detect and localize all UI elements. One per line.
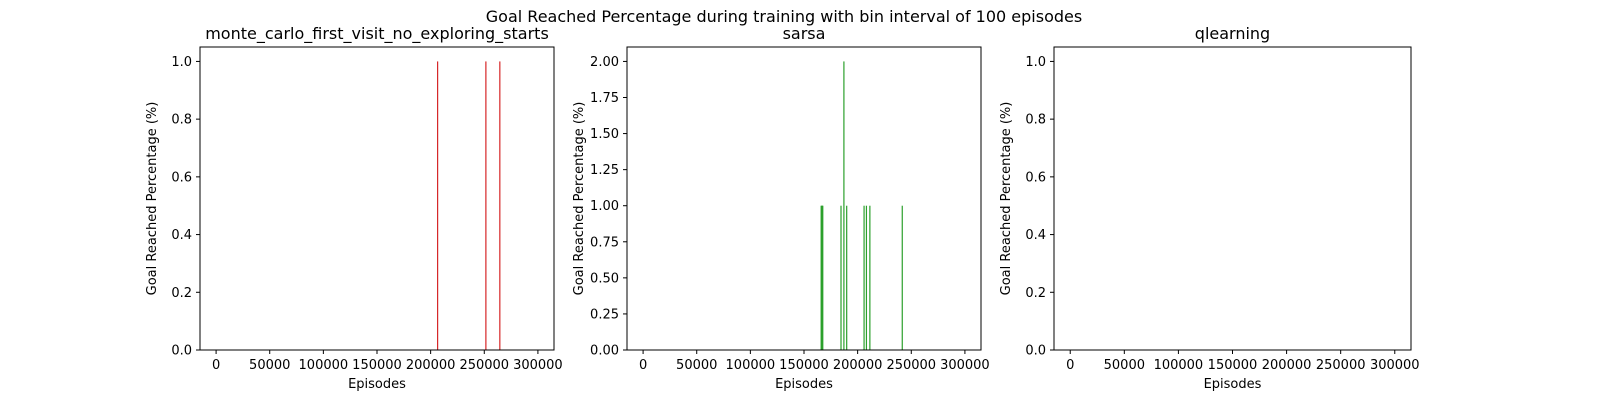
y-tick-label: 1.0 xyxy=(1025,55,1046,70)
y-tick-label: 1.25 xyxy=(590,163,619,178)
y-axis-label: Goal Reached Percentage (%) xyxy=(999,102,1014,296)
x-tick-label: 150000 xyxy=(352,358,402,373)
y-tick-label: 0.4 xyxy=(1025,228,1046,243)
bar xyxy=(822,205,824,350)
bar xyxy=(499,61,501,351)
plot-frame xyxy=(1053,46,1412,351)
bar xyxy=(843,61,845,351)
x-tick-label: 300000 xyxy=(1370,358,1420,373)
x-tick-label: 0 xyxy=(1066,358,1074,373)
chart-panel-sarsa: sarsa Episodes Goal Reached Percentage (… xyxy=(572,24,990,392)
x-tick-label: 100000 xyxy=(726,358,776,373)
y-tick-label: 1.50 xyxy=(590,127,619,142)
x-axis-ticks: 0 50000 100000 150000 200000 250000 300000 xyxy=(212,350,563,373)
x-tick-label: 250000 xyxy=(459,358,509,373)
x-axis-ticks: 0 50000 100000 150000 200000 250000 300000 xyxy=(1066,350,1420,373)
y-tick-label: 1.00 xyxy=(590,199,619,214)
figure-suptitle: Goal Reached Percentage during training … xyxy=(486,7,1082,26)
bar xyxy=(840,205,842,350)
x-tick-label: 200000 xyxy=(406,358,456,373)
x-tick-label: 250000 xyxy=(1316,358,1366,373)
x-tick-label: 50000 xyxy=(249,358,290,373)
x-tick-label: 100000 xyxy=(1154,358,1204,373)
x-tick-label: 300000 xyxy=(940,358,990,373)
x-axis-ticks: 0 50000 100000 150000 200000 250000 300000 xyxy=(639,350,990,373)
x-tick-label: 0 xyxy=(212,358,220,373)
bar xyxy=(846,205,848,350)
bar xyxy=(437,61,439,351)
y-axis-label: Goal Reached Percentage (%) xyxy=(145,102,160,296)
y-tick-label: 0.2 xyxy=(1025,286,1046,301)
bar xyxy=(820,205,822,350)
y-tick-label: 0.50 xyxy=(590,271,619,286)
y-tick-label: 0.75 xyxy=(590,235,619,250)
chart-title: qlearning xyxy=(1195,24,1270,43)
y-tick-label: 0.6 xyxy=(171,170,192,185)
bar xyxy=(865,205,868,350)
y-tick-label: 2.00 xyxy=(590,55,619,70)
x-tick-label: 0 xyxy=(639,358,647,373)
x-tick-label: 50000 xyxy=(1104,358,1145,373)
y-axis-ticks: 0.0 0.2 0.4 0.6 0.8 1.0 xyxy=(171,55,200,359)
x-tick-label: 50000 xyxy=(676,358,717,373)
y-axis-ticks: 0.00 0.25 0.50 0.75 1.00 1.25 1.50 1.75 2.00 xyxy=(590,55,627,359)
y-tick-label: 0.00 xyxy=(590,344,619,359)
chart-panel-qlearning: qlearning Episodes Goal Reached Percenta… xyxy=(999,24,1420,392)
bar-group xyxy=(820,61,903,351)
x-tick-label: 200000 xyxy=(833,358,883,373)
y-axis-ticks: 0.0 0.2 0.4 0.6 0.8 1.0 xyxy=(1025,55,1054,359)
chart-title: monte_carlo_first_visit_no_exploring_sta… xyxy=(205,24,549,44)
plot-frame xyxy=(626,46,982,351)
x-axis-label: Episodes xyxy=(348,377,406,392)
y-tick-label: 0.4 xyxy=(171,228,192,243)
bar-group xyxy=(437,61,501,351)
x-tick-label: 300000 xyxy=(513,358,563,373)
x-tick-label: 150000 xyxy=(1208,358,1258,373)
x-tick-label: 150000 xyxy=(779,358,829,373)
y-tick-label: 0.8 xyxy=(171,113,192,128)
plot-frame xyxy=(199,46,555,351)
chart-title: sarsa xyxy=(783,24,826,43)
x-axis-label: Episodes xyxy=(775,377,833,392)
chart-panel-monte-carlo: monte_carlo_first_visit_no_exploring_sta… xyxy=(145,24,563,392)
y-tick-label: 0.0 xyxy=(1025,344,1046,359)
x-tick-label: 200000 xyxy=(1262,358,1312,373)
bar xyxy=(863,205,865,350)
bar xyxy=(485,61,487,351)
y-tick-label: 1.0 xyxy=(171,55,192,70)
y-tick-label: 0.8 xyxy=(1025,113,1046,128)
bar xyxy=(869,205,871,350)
y-tick-label: 0.6 xyxy=(1025,170,1046,185)
y-tick-label: 0.25 xyxy=(590,307,619,322)
y-axis-label: Goal Reached Percentage (%) xyxy=(572,102,587,296)
x-axis-label: Episodes xyxy=(1204,377,1262,392)
y-tick-label: 0.2 xyxy=(171,286,192,301)
bar xyxy=(901,205,903,350)
y-tick-label: 1.75 xyxy=(590,91,619,106)
y-tick-label: 0.0 xyxy=(171,344,192,359)
x-tick-label: 100000 xyxy=(299,358,349,373)
x-tick-label: 250000 xyxy=(886,358,936,373)
